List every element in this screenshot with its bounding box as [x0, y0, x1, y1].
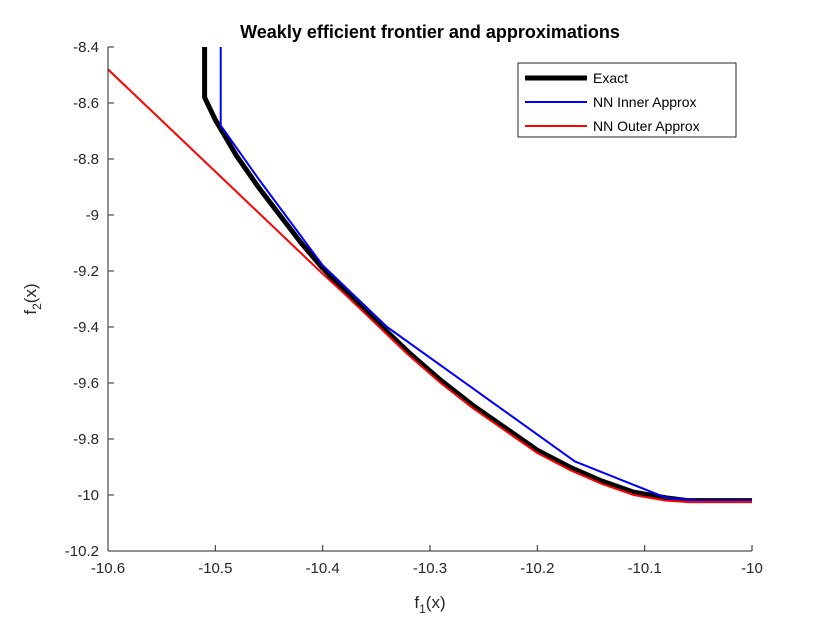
- x-tick-label: -10.6: [91, 560, 125, 577]
- y-axis-label-tail: (x): [21, 283, 40, 303]
- y-tick-label: -9.2: [73, 263, 99, 280]
- series-line-nn-outer-approx: [107, 68, 752, 503]
- x-axis-label: f1(x): [414, 593, 445, 616]
- y-tick-label: -9.8: [73, 431, 99, 448]
- y-tick-label: -9.4: [73, 319, 99, 336]
- y-axis-label-sub: 2: [30, 303, 44, 310]
- x-axis-label-base: f: [414, 593, 419, 612]
- legend-box: [517, 62, 737, 138]
- x-tick-label: -10.4: [306, 560, 340, 577]
- x-tick-label: -10.3: [413, 560, 447, 577]
- legend-entries: Exact NN Inner Approx NN Outer Approx: [525, 70, 700, 134]
- x-tick-label: -10.5: [198, 560, 232, 577]
- y-tick-label: -9.6: [73, 375, 99, 392]
- x-tick-label: -10.2: [520, 560, 554, 577]
- x-axis-label-tail: (x): [426, 593, 446, 612]
- y-axis-label-base: f: [21, 310, 40, 315]
- y-tick-label: -8.4: [73, 39, 99, 56]
- y-tick-label: -8.6: [73, 95, 99, 112]
- series-line-nn-inner-approx: [219, 47, 752, 502]
- x-tick-label: -10: [741, 560, 763, 577]
- legend-label-exact: Exact: [593, 70, 628, 86]
- y-ticks: -10.2 -10 -9.8 -9.6 -9.4 -9.2 -9 -8.8 -8.6 -8.4: [65, 39, 114, 560]
- y-tick-label: -8.8: [73, 151, 99, 168]
- legend-label-nn-inner-approx: NN Inner Approx: [593, 94, 697, 110]
- legend: Exact NN Inner Approx NN Outer Approx: [517, 62, 737, 138]
- y-tick-label: -10: [77, 487, 99, 504]
- x-axis-label-sub: 1: [419, 602, 426, 616]
- y-tick-label: -9: [86, 207, 99, 224]
- legend-label-nn-outer-approx: NN Outer Approx: [593, 118, 700, 134]
- x-tick-label: -10.1: [628, 560, 662, 577]
- y-tick-label: -10.2: [65, 543, 99, 560]
- x-ticks: -10.6 -10.5 -10.4 -10.3 -10.2 -10.1 -10: [91, 545, 763, 577]
- y-axis-label: f2(x): [21, 283, 44, 314]
- series-layer: [107, 47, 752, 504]
- chart-title: Weakly efficient frontier and approximat…: [240, 22, 620, 42]
